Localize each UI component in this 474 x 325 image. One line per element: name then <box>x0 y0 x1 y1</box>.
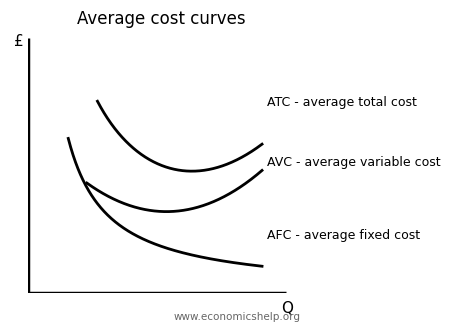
Text: AVC - average variable cost: AVC - average variable cost <box>267 156 441 169</box>
Text: ATC - average total cost: ATC - average total cost <box>267 96 417 109</box>
Text: AFC - average fixed cost: AFC - average fixed cost <box>267 229 420 242</box>
Text: www.economicshelp.org: www.economicshelp.org <box>173 312 301 322</box>
Title: Average cost curves: Average cost curves <box>77 10 246 28</box>
Text: Q: Q <box>281 301 293 316</box>
Text: £: £ <box>14 34 24 49</box>
